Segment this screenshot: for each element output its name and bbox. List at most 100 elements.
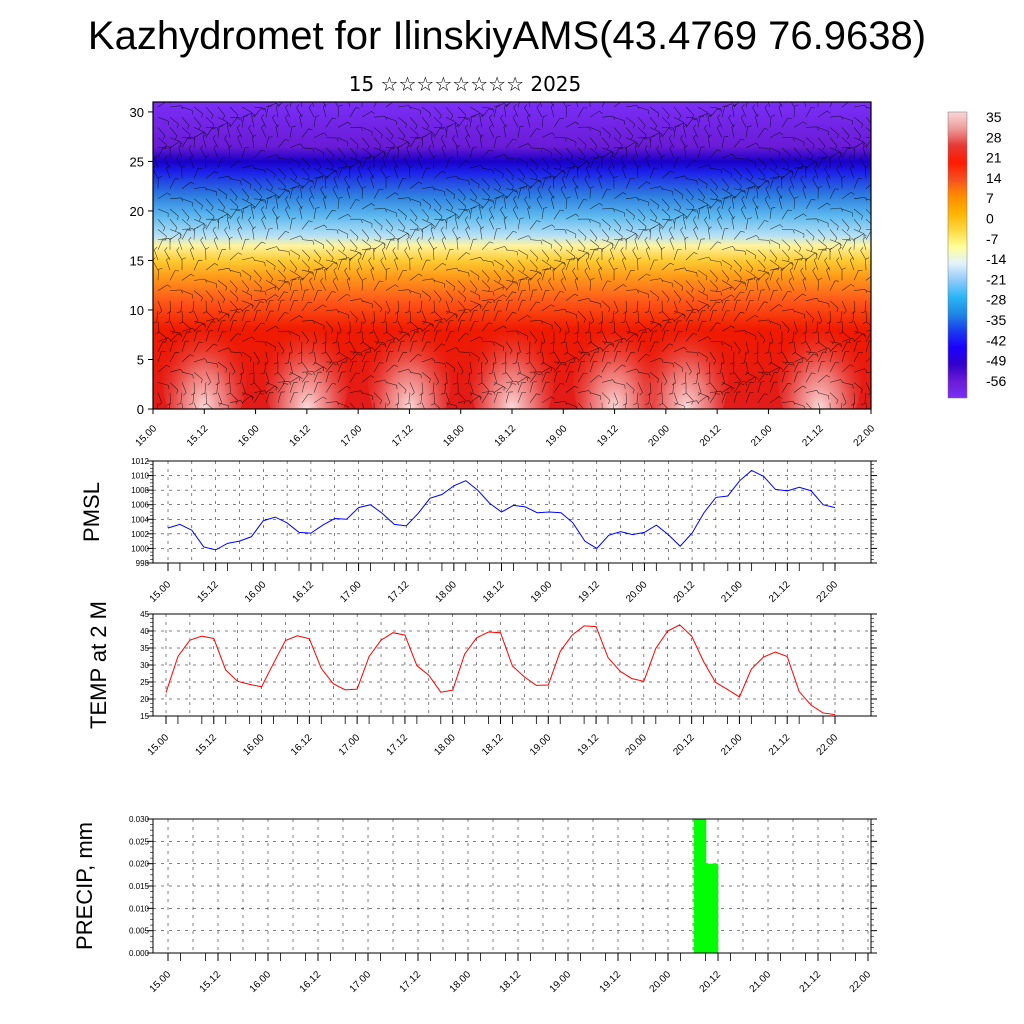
pmsl-y-label: PMSL: [79, 482, 104, 542]
temp-y-tick-label: 35: [140, 644, 149, 653]
pmsl-y-tick-label: 1010: [131, 472, 149, 481]
heatmap-hot-cell: [777, 304, 862, 409]
temp-x-tick-label: 21.00: [719, 732, 745, 758]
precip-x-tick-label: 19.00: [548, 969, 574, 995]
temp-y-tick-label: 15: [140, 712, 149, 721]
chart-title: Kazhydromet for IlinskiyAMS(43.4769 76.9…: [87, 14, 927, 58]
precip-x-tick-label: 15.00: [148, 969, 174, 995]
heatmap-hot-cells: [162, 304, 862, 409]
precip-panel: 0.000 0.005 0.010 0.015 0.020 0.025 0.030 15.00…: [72, 815, 877, 995]
heatmap-y-tick-label: 0: [137, 402, 144, 417]
heatmap-x-tick-label: 18.00: [441, 423, 467, 449]
temp-y-tick-label: 30: [140, 661, 149, 670]
pmsl-x-tick-label: 15.00: [148, 579, 174, 605]
heatmap-x-tick-label: 19.00: [544, 423, 570, 449]
colorbar-label: -28: [986, 292, 1006, 308]
heatmap-y-tick-label: 25: [130, 154, 144, 169]
precip-y-tick-label: 0.025: [129, 837, 150, 846]
colorbar-label: -49: [986, 353, 1006, 369]
colorbar-label: 28: [986, 129, 1002, 145]
temp-y-tick-label: 45: [140, 610, 149, 619]
heatmap-y-tick-label: 10: [130, 303, 144, 318]
wind-barbs: [153, 102, 871, 409]
pmsl-x-tick-label: 15.12: [195, 579, 221, 605]
heatmap-x-tick-label: 15.00: [134, 423, 160, 449]
temp-y-tick-label: 25: [140, 678, 149, 687]
pmsl-panel: 998 1000 1002 1004 1006 1008 1010 1012 15.00 15.1…: [79, 457, 877, 605]
pmsl-y-tick-label: 1000: [131, 544, 149, 553]
heatmap-hot-cell: [264, 304, 349, 409]
pmsl-x-tick-label: 18.12: [481, 579, 507, 605]
pmsl-x-tick-label: 20.00: [624, 579, 650, 605]
temp-x-tick-label: 22.00: [815, 732, 841, 758]
colorbar-label: -14: [986, 251, 1006, 267]
wind-barb-paths: [153, 102, 871, 409]
colorbar-label: 35: [986, 109, 1002, 125]
pmsl-y-tick-label: 1006: [131, 501, 149, 510]
temp-x-tick-label: 15.00: [146, 732, 172, 758]
temp-x-tick-label: 19.12: [576, 732, 602, 758]
heatmap-x-tick-label: 19.12: [595, 423, 621, 449]
pmsl-y-tick-label: 998: [136, 559, 150, 568]
precip-y-tick-label: 0.010: [129, 904, 150, 913]
temp-x-tick-label: 21.12: [767, 732, 793, 758]
heatmap-x-tick-label: 15.12: [185, 423, 211, 449]
heatmap-x-tick-label: 16.00: [236, 423, 262, 449]
pmsl-x-tick-label: 17.00: [338, 579, 364, 605]
temp-x-tick-label: 20.00: [624, 732, 650, 758]
temp-panel: 15 20 25 30 35 40 45 15.00 15.12 16.00 16.12 17.00 1…: [86, 601, 877, 758]
precip-x-tick-label: 22.00: [848, 969, 874, 995]
heatmap-y-tick-label: 20: [130, 204, 144, 219]
temp-line: [165, 624, 836, 716]
precip-y-tick-label: 0.020: [129, 860, 150, 869]
heatmap-hot-cell: [367, 304, 452, 409]
heatmap-x-tick-label: 17.12: [390, 423, 416, 449]
heatmap-hot-cell: [644, 304, 729, 409]
precip-y-tick-label: 0.015: [129, 882, 150, 891]
temp-y-tick-label: 20: [140, 695, 149, 704]
precip-bar: [705, 863, 719, 953]
precip-x-tick-label: 17.00: [348, 969, 374, 995]
heatmap-x-tick-label: 18.12: [493, 423, 519, 449]
pmsl-line: [167, 469, 836, 551]
pmsl-y-tick-label: 1008: [131, 486, 149, 495]
precip-x-tick-label: 20.12: [698, 969, 724, 995]
precip-y-tick-label: 0.030: [129, 815, 150, 824]
heatmap-x-tick-label: 21.00: [749, 423, 775, 449]
colorbar-label: 7: [986, 190, 994, 206]
heatmap-hot-cell: [162, 304, 247, 409]
precip-x-tick-label: 16.12: [298, 969, 324, 995]
heatmap-x-tick-label: 20.12: [698, 423, 724, 449]
precip-x-tick-label: 17.12: [398, 969, 424, 995]
precip-x-tick-label: 18.12: [498, 969, 524, 995]
heatmap-x-tick-label: 22.00: [852, 423, 878, 449]
temp-y-label: TEMP at 2 M: [86, 601, 111, 729]
colorbar-label: -56: [986, 373, 1006, 389]
heatmap-x-tick-label: 16.12: [288, 423, 314, 449]
pmsl-x-tick-label: 22.00: [815, 579, 841, 605]
pmsl-y-tick-label: 1004: [131, 515, 149, 524]
pmsl-x-tick-label: 20.12: [672, 579, 698, 605]
temp-y-tick-label: 40: [140, 627, 149, 636]
temp-x-tick-label: 15.12: [193, 732, 219, 758]
precip-x-tick-label: 18.00: [448, 969, 474, 995]
temp-x-tick-label: 17.12: [385, 732, 411, 758]
temp-x-tick-label: 18.00: [432, 732, 458, 758]
pmsl-x-tick-label: 17.12: [386, 579, 412, 605]
precip-bar: [693, 819, 707, 953]
pmsl-y-tick-label: 1002: [131, 530, 149, 539]
temp-x-tick-label: 16.12: [289, 732, 315, 758]
temp-x-tick-label: 18.12: [480, 732, 506, 758]
colorbar-label: -35: [986, 312, 1006, 328]
pmsl-x-tick-label: 21.12: [767, 579, 793, 605]
temp-x-tick-label: 19.00: [528, 732, 554, 758]
colorbar-label: 14: [986, 170, 1002, 186]
heatmap-y-tick-label: 15: [130, 253, 144, 268]
heatmap-y-tick-label: 30: [130, 105, 144, 120]
colorbar: [947, 111, 968, 399]
precip-y-tick-label: 0.000: [129, 949, 150, 958]
temp-x-tick-label: 20.12: [671, 732, 697, 758]
pmsl-x-tick-label: 19.00: [529, 579, 555, 605]
precip-x-tick-label: 21.12: [798, 969, 824, 995]
